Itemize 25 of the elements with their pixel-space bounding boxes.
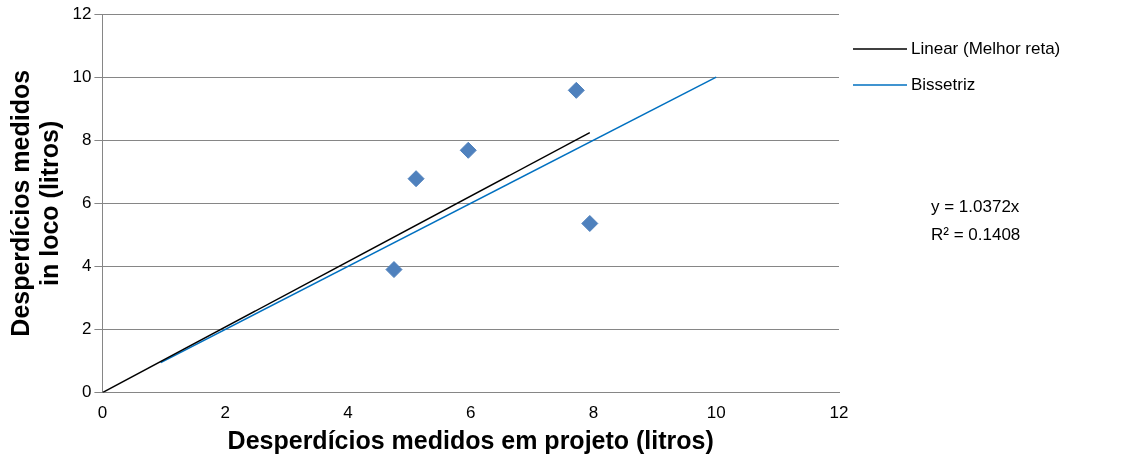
y-tick-label: 2 <box>81 319 92 339</box>
text: y = 1.0372x <box>931 196 1020 216</box>
point <box>581 214 599 232</box>
x-tick-label: 0 <box>97 403 108 423</box>
y-tick-label: 4 <box>81 256 92 276</box>
y-tick-label: 6 <box>81 192 92 212</box>
x-tick-label: 8 <box>588 403 599 423</box>
y-tick-label: 12 <box>72 3 92 23</box>
x-tick-label: 4 <box>343 403 353 423</box>
point <box>407 170 425 188</box>
point <box>459 141 477 159</box>
x-tick-label: 12 <box>829 403 849 423</box>
point <box>567 81 585 99</box>
y-axis-title: Desperdícios medidos in loco (litros) <box>6 69 64 337</box>
text: R² = 0.1408 <box>931 224 1021 244</box>
point <box>385 261 403 279</box>
x-axis-title: Desperdícios medidos em projeto (litros) <box>227 425 714 454</box>
y-tick-label: 8 <box>81 129 92 149</box>
y-tick-label: 0 <box>81 382 92 402</box>
y-tick-label: 10 <box>72 66 92 86</box>
x-tick-label: 2 <box>220 403 230 423</box>
x-tick-label: 6 <box>465 403 476 423</box>
x-tick-label: 10 <box>706 403 726 423</box>
legend-label: Bissetriz <box>911 74 976 94</box>
legend-label: Linear (Melhor reta) <box>911 38 1061 58</box>
